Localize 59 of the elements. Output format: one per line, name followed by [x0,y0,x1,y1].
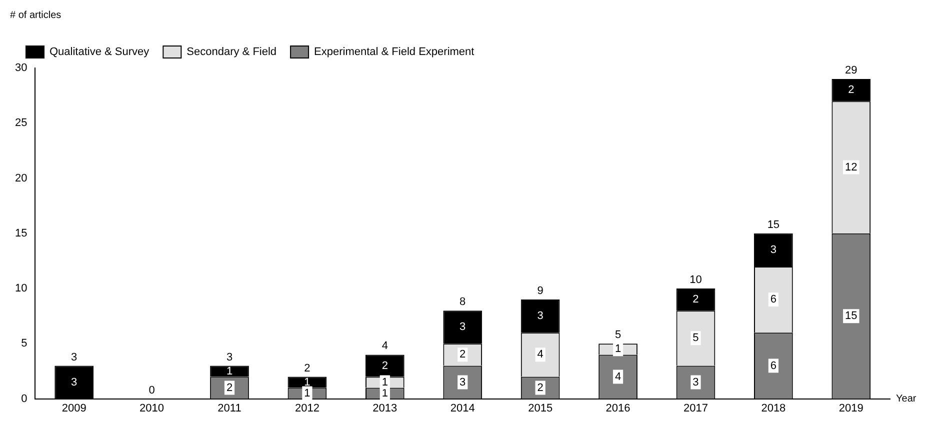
total-label: 29 [845,64,858,77]
data-label: 15 [845,310,858,322]
data-label: 2 [460,348,466,361]
y-tick-label: 0 [21,392,28,405]
y-tick-label: 20 [14,172,28,184]
x-tick-label: 2015 [528,402,553,414]
total-label: 4 [382,340,388,352]
total-label: 10 [690,274,702,286]
y-tick-label: 5 [21,338,28,350]
data-label: 2 [537,382,544,394]
y-axis-title: # of articles [10,10,62,21]
x-axis-title: Year [896,394,917,405]
data-label: 1 [304,376,310,388]
total-label: 0 [148,384,155,396]
data-label: 12 [845,161,858,174]
x-tick-label: 2010 [140,402,164,414]
data-label: 1 [382,387,388,400]
x-tick-label: 2018 [761,402,786,414]
x-tick-label: 2012 [294,402,320,414]
total-label: 3 [71,351,78,364]
data-label: 2 [226,382,233,394]
total-label: 5 [614,329,622,342]
y-tick-label: 10 [14,282,28,295]
data-label: 6 [770,294,777,306]
x-tick-label: 2016 [606,402,630,414]
data-label: 5 [692,332,699,344]
data-label: 4 [614,370,622,383]
data-label: 1 [304,387,310,400]
data-label: 2 [382,360,388,372]
data-label: 4 [537,348,544,361]
y-tick-label: 25 [14,117,28,130]
data-label: 3 [460,321,466,334]
total-label: 2 [304,362,310,374]
data-label: 3 [692,376,699,388]
data-label: 1 [382,376,388,388]
total-label: 3 [226,351,233,364]
x-tick-label: 2019 [838,402,864,414]
data-label: 6 [770,360,777,372]
data-label: 3 [71,376,78,388]
data-label: 3 [770,244,777,256]
x-tick-label: 2013 [372,402,398,414]
x-tick-label: 2017 [683,402,708,414]
data-label: 2 [848,84,854,96]
legend-label: Experimental & Field Experiment [314,46,474,58]
x-tick-label: 2009 [62,402,86,414]
y-tick-label: 30 [14,62,28,74]
data-label: 1 [614,343,622,356]
legend-label: Secondary & Field [186,46,277,58]
data-label: 1 [226,365,233,378]
y-tick-label: 15 [14,227,28,240]
total-label: 15 [767,218,780,231]
x-tick-label: 2011 [218,402,242,414]
x-tick-label: 2014 [450,402,475,414]
data-label: 2 [692,294,699,306]
legend-label: Qualitative & Survey [50,46,150,58]
data-label: 3 [537,310,544,322]
total-label: 9 [537,285,544,298]
total-label: 8 [460,296,466,308]
data-label: 3 [460,376,466,388]
